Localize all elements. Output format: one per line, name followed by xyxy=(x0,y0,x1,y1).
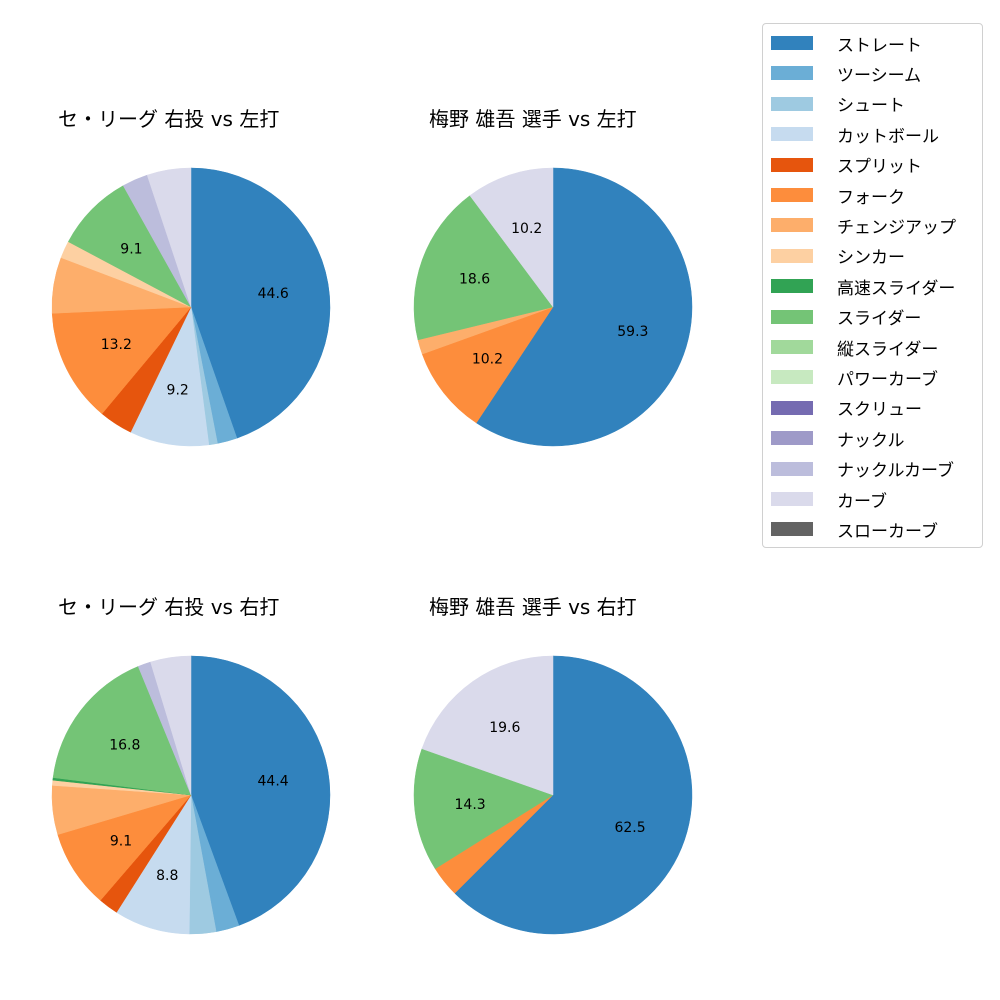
pie-slice xyxy=(190,167,331,439)
chart-title-3: 梅野 雄吾 選手 vs 右打 xyxy=(429,595,637,619)
chart-title-0: セ・リーグ 右投 vs 左打 xyxy=(58,107,280,131)
chart-title-1: 梅野 雄吾 選手 vs 左打 xyxy=(429,107,637,131)
chart-title-2: セ・リーグ 右投 vs 右打 xyxy=(58,595,280,619)
legend-item: カットボール xyxy=(771,124,939,147)
pie-slice-label: 9.1 xyxy=(110,833,132,849)
legend-swatch xyxy=(771,66,813,81)
legend-label: カーブ xyxy=(837,491,887,512)
legend-item: 縦スライダー xyxy=(771,337,939,360)
legend-swatch xyxy=(771,218,813,233)
legend-swatch xyxy=(771,492,813,506)
legend-swatch xyxy=(771,127,813,142)
pie-chart-2: 44.4 8.8 9.1 16.8 xyxy=(51,655,331,935)
legend-swatch xyxy=(771,370,813,385)
legend-label: ナックルカーブ xyxy=(837,461,954,482)
legend-item: 高速スライダー xyxy=(771,276,956,299)
pie-slice-label: 9.2 xyxy=(167,382,189,398)
pie-slice xyxy=(454,655,693,935)
pie-slice xyxy=(57,794,192,901)
pie-slice xyxy=(469,167,554,308)
legend-label: 縦スライダー xyxy=(837,339,939,360)
legend-item: ナックル xyxy=(771,428,905,451)
legend-label: ナックル xyxy=(837,430,905,451)
pie-slice-label: 16.8 xyxy=(109,737,140,753)
pie-slice xyxy=(421,655,554,796)
pie-slice-label: 13.2 xyxy=(101,337,132,353)
legend-label: フォーク xyxy=(837,187,905,208)
pie-slice-label: 14.3 xyxy=(455,797,486,813)
pie-slice xyxy=(51,306,192,415)
legend-item: フォーク xyxy=(771,185,905,208)
legend-item: シュート xyxy=(771,94,905,117)
pie-slice xyxy=(421,306,554,424)
pie-slice-label: 19.6 xyxy=(489,720,520,736)
legend-label: シュート xyxy=(837,96,905,117)
legend-swatch xyxy=(771,157,813,172)
legend-item: ツーシーム xyxy=(771,63,922,86)
pie-slice-label: 44.6 xyxy=(258,286,289,302)
legend-label: チェンジアップ xyxy=(837,217,956,238)
legend-item: スプリット xyxy=(771,155,922,178)
pie-slice-label: 44.4 xyxy=(258,773,289,789)
legend-label: シンカー xyxy=(837,248,905,269)
legend-label: スプリット xyxy=(837,157,922,178)
pie-slice-label: 9.1 xyxy=(120,242,142,258)
pie-slice-label: 18.6 xyxy=(459,272,490,288)
pie-slice xyxy=(52,666,192,796)
pie-slice xyxy=(413,195,554,341)
pie-chart-0: 44.6 9.2 13.2 9.1 xyxy=(51,167,331,447)
legend-swatch xyxy=(771,400,813,415)
pie-slice-label: 10.2 xyxy=(511,221,542,237)
legend-label: ツーシーム xyxy=(837,65,922,86)
legend-item: シンカー xyxy=(771,246,905,269)
legend-swatch xyxy=(771,96,813,111)
legend-item: パワーカーブ xyxy=(771,367,938,390)
legend-item: カーブ xyxy=(771,489,887,512)
legend-label: パワーカーブ xyxy=(837,369,938,390)
legend-item: スライダー xyxy=(771,307,922,330)
legend-item: ナックルカーブ xyxy=(771,459,954,482)
legend-swatch xyxy=(771,36,813,50)
pie-slice xyxy=(130,306,210,447)
legend-swatch xyxy=(771,522,813,537)
legend-label: スライダー xyxy=(837,309,922,330)
legend-label: ストレート xyxy=(837,35,922,56)
legend-label: スクリュー xyxy=(837,400,922,421)
pie-slice xyxy=(150,655,192,796)
legend-swatch xyxy=(771,279,813,294)
legend-item: スローカーブ xyxy=(771,519,938,542)
legend: ストレートツーシームシュートカットボール スプリットフォークチェンジアップ シンカー… xyxy=(762,23,983,548)
legend-label: カットボール xyxy=(837,126,939,147)
pie-slice xyxy=(146,167,192,308)
legend-swatch xyxy=(771,431,813,446)
legend-swatch xyxy=(771,340,813,354)
legend-swatch xyxy=(771,309,813,324)
legend-swatch xyxy=(771,188,813,202)
pie-chart-3: 62.5 14.3 19.6 xyxy=(413,655,693,935)
pie-slice xyxy=(190,655,331,926)
pie-slice xyxy=(67,185,192,308)
pie-slice xyxy=(413,748,554,870)
pie-chart-1: 59.3 10.2 18.6 10.2 xyxy=(413,167,693,447)
pie-slice-label: 62.5 xyxy=(614,820,645,836)
pie-slice-label: 10.2 xyxy=(472,352,503,368)
legend-item: ストレート xyxy=(771,33,922,56)
pie-slice-label: 8.8 xyxy=(156,868,178,884)
legend-label: 高速スライダー xyxy=(837,278,956,299)
legend-label: スローカーブ xyxy=(837,521,938,542)
pie-slice-label: 59.3 xyxy=(617,324,648,340)
legend-swatch xyxy=(771,461,813,476)
pie-slice xyxy=(475,167,693,447)
legend-item: スクリュー xyxy=(771,398,922,421)
legend-item: チェンジアップ xyxy=(771,215,956,238)
legend-swatch xyxy=(771,248,813,263)
